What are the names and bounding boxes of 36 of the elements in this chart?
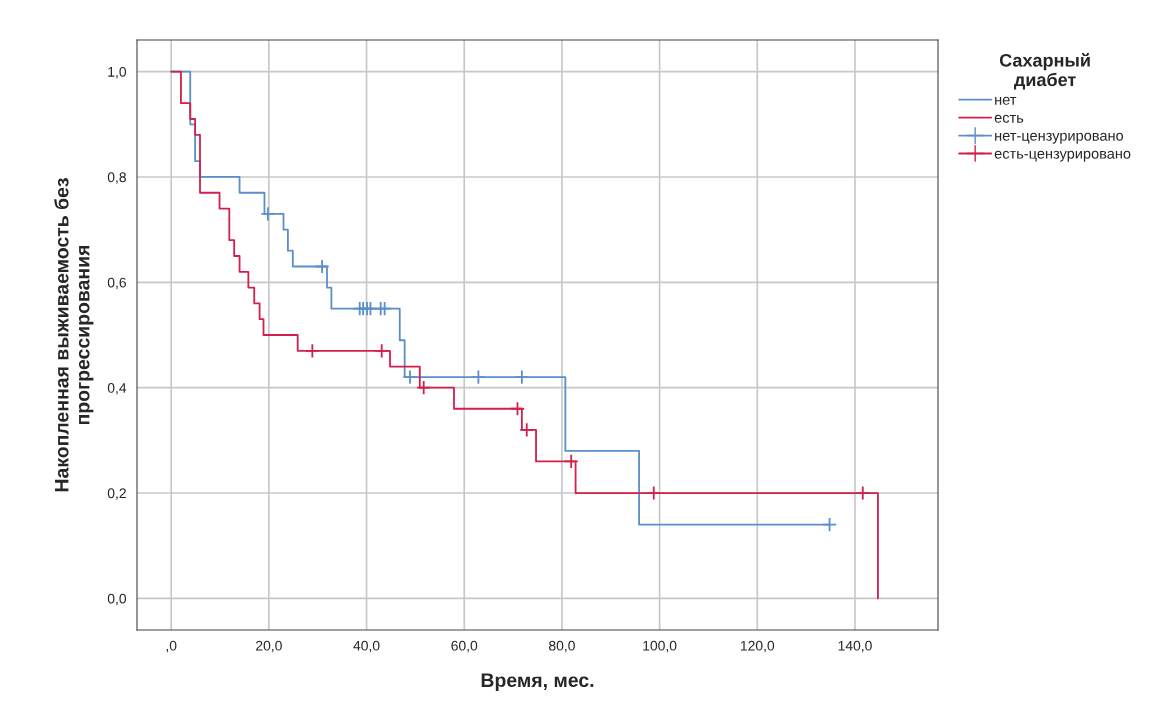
- legend-label: нет-цензурировано: [995, 132, 1124, 144]
- point: [646, 485, 662, 501]
- x-tick-label: 120,0: [740, 640, 775, 653]
- point: [855, 485, 871, 501]
- legend-label: есть: [994, 114, 1024, 123]
- point: [509, 401, 525, 417]
- y-tick-label: 1,0: [108, 66, 127, 79]
- point: [519, 422, 535, 438]
- point: [260, 206, 276, 222]
- x-tick-label: 40,0: [353, 640, 380, 653]
- y-axis-title: Накопленная выживаемость без прогрессирования: [54, 178, 94, 492]
- x-axis-title: Время, мес.: [481, 673, 594, 691]
- x-tick-label: 60,0: [451, 640, 478, 653]
- point: [402, 369, 418, 385]
- y-tick-label: 0,2: [107, 488, 126, 500]
- point: [470, 369, 486, 385]
- x-tick-label: 140,0: [838, 640, 872, 653]
- y-tick-label: 0,4: [107, 383, 127, 395]
- point: [822, 517, 838, 533]
- legend-title: Сахарный диабет: [999, 53, 1090, 90]
- y-tick-label: 0,8: [107, 172, 126, 184]
- point: [377, 301, 393, 317]
- point: [314, 259, 330, 275]
- y-tick-label: 0,6: [107, 277, 126, 290]
- point: [374, 343, 390, 359]
- point: [514, 369, 530, 385]
- point: [563, 453, 579, 469]
- x-tick-label: 20,0: [256, 640, 282, 653]
- point: [416, 380, 432, 396]
- legend-label: нет: [995, 96, 1017, 105]
- x-tick-label: 100,0: [643, 640, 677, 653]
- legend-label: есть-цензурировано: [994, 150, 1131, 162]
- y-tick-label: 0,0: [107, 593, 127, 606]
- x-tick-label: ,0: [166, 640, 177, 653]
- x-tick-label: 80,0: [549, 640, 575, 653]
- point: [304, 343, 320, 359]
